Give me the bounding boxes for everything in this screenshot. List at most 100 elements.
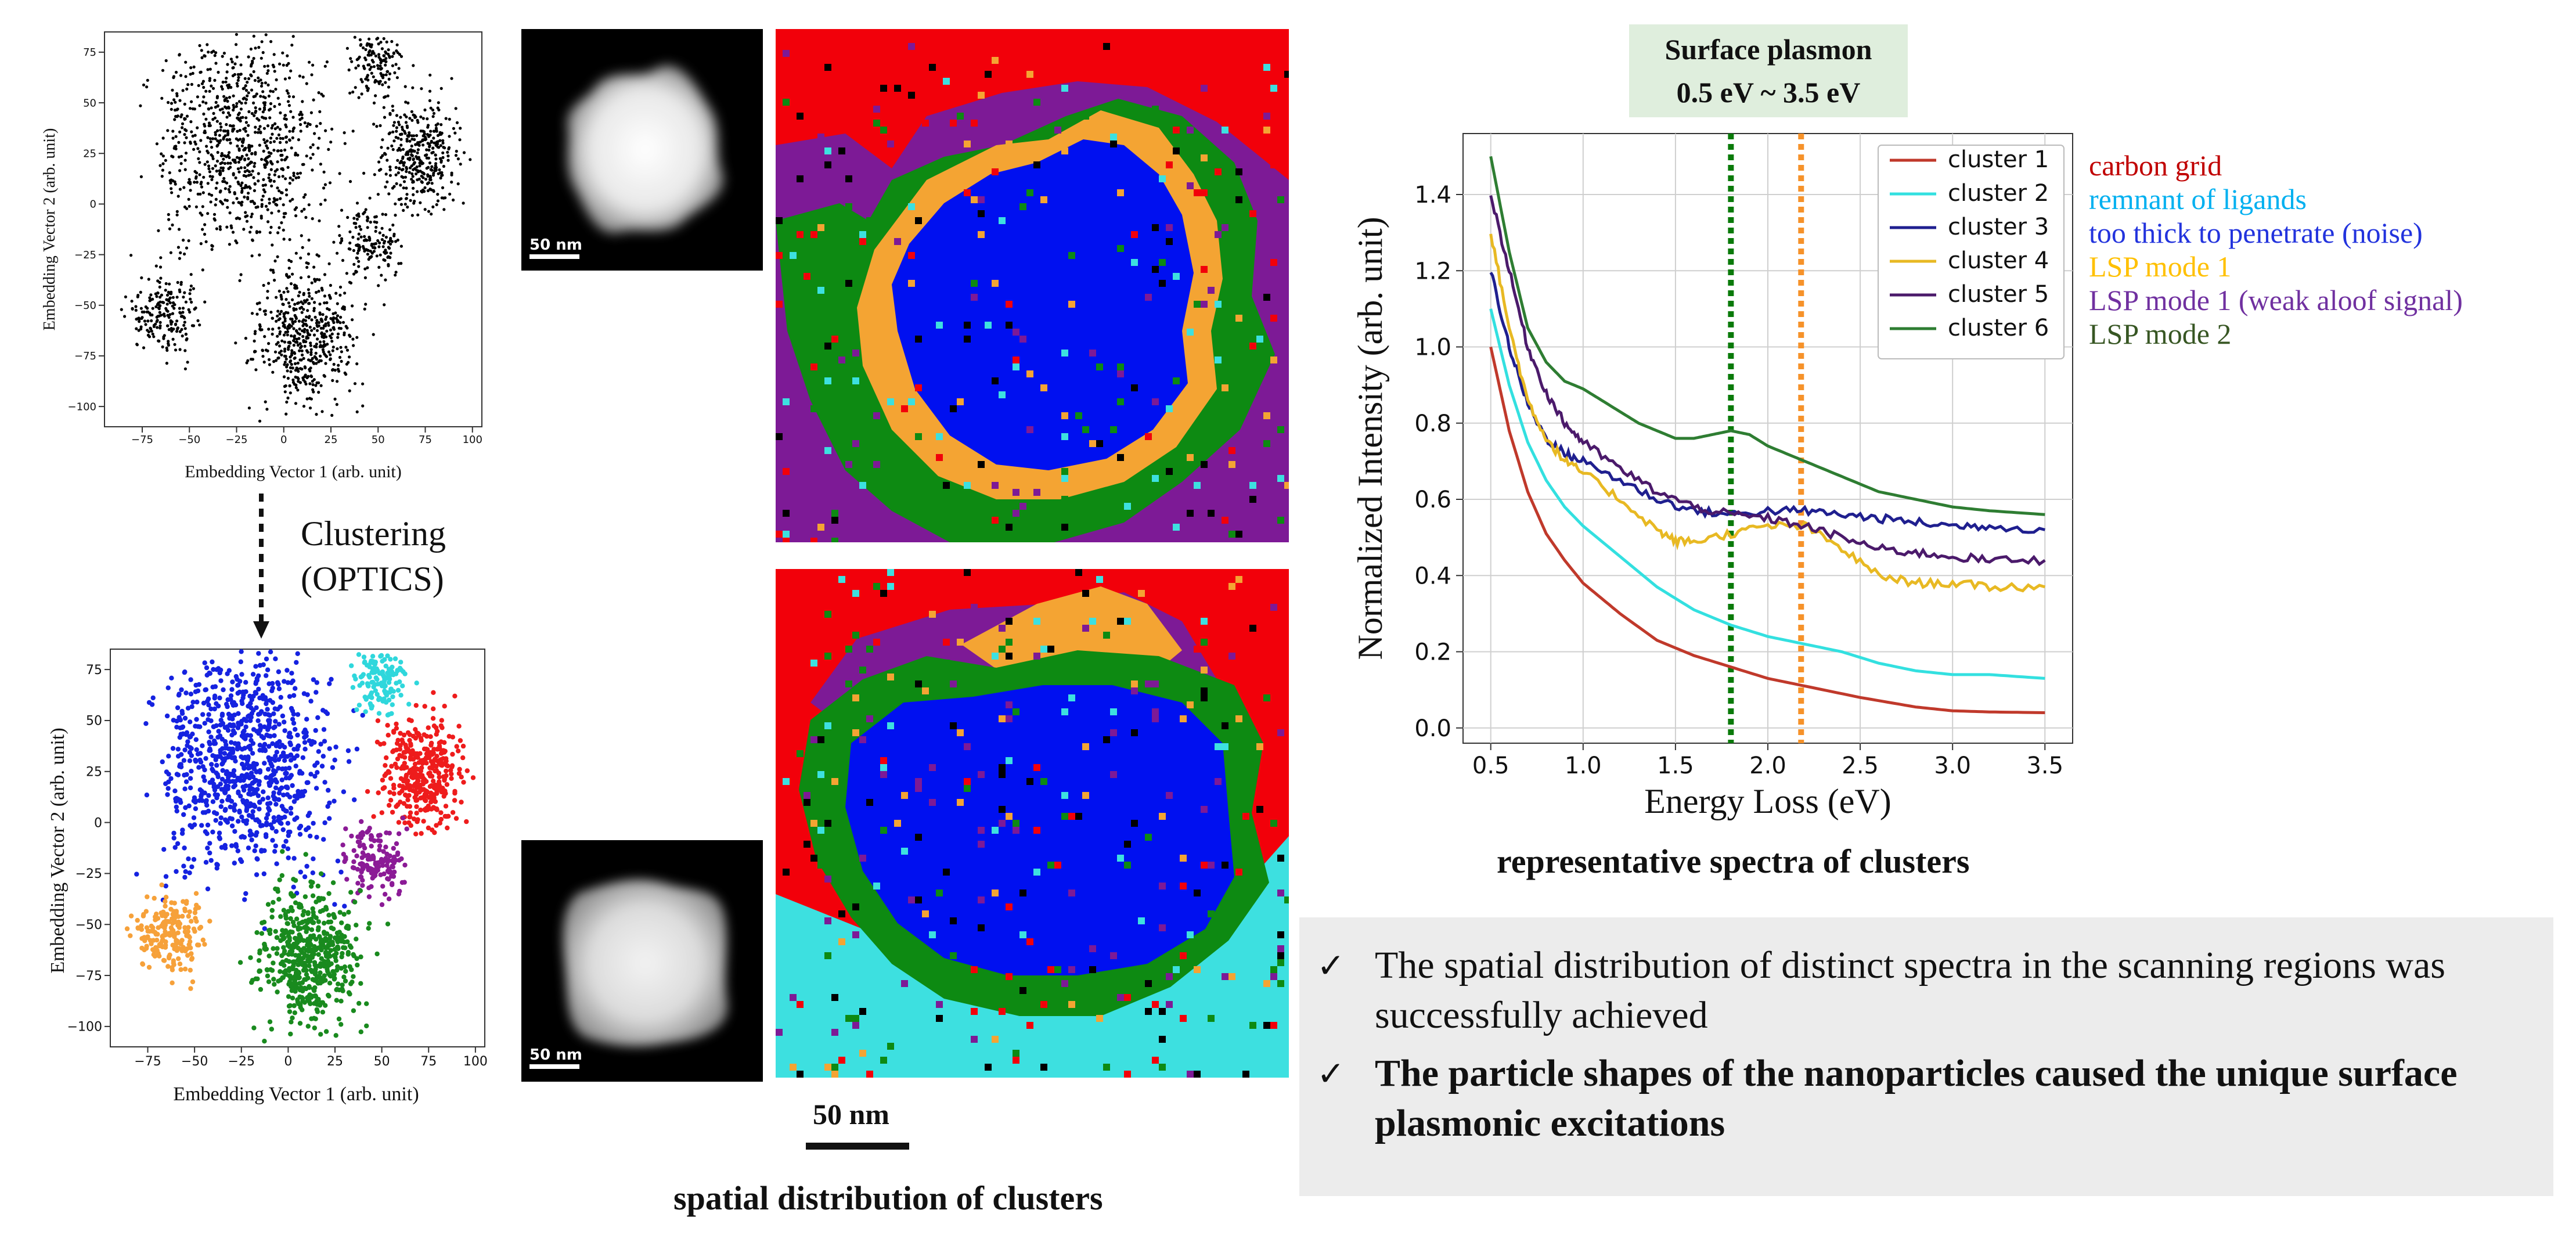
tsne-point <box>379 856 384 862</box>
tsne-point <box>228 211 232 215</box>
tsne-point <box>384 213 388 217</box>
tsne-point <box>174 939 179 944</box>
tsne-point <box>428 178 432 182</box>
tsne-point <box>198 44 201 48</box>
tsne-point <box>231 231 235 234</box>
tsne-point <box>309 397 313 401</box>
map-pixel <box>810 660 817 667</box>
map-pixel <box>797 1071 804 1078</box>
map-pixel <box>1166 161 1173 168</box>
tsne-ytick-label: −50 <box>75 918 102 932</box>
tsne-point <box>392 124 395 127</box>
map-pixel <box>873 412 880 419</box>
tsne-point <box>299 110 302 114</box>
tsne-point <box>336 981 341 986</box>
tsne-point <box>189 189 192 192</box>
tsne-point <box>242 897 247 902</box>
tsne-point <box>206 149 209 153</box>
tsne-point <box>320 286 323 290</box>
tsne-point <box>268 173 271 177</box>
tsne-point <box>269 225 273 229</box>
tsne-point <box>240 154 244 158</box>
tsne-point <box>335 964 340 969</box>
tsne-point <box>282 758 287 763</box>
tsne-point <box>431 723 437 729</box>
tsne-point <box>387 790 392 795</box>
map-pixel <box>1026 938 1033 945</box>
map-pixel <box>1061 468 1068 475</box>
tsne-point <box>354 923 359 928</box>
map-pixel <box>1159 259 1166 266</box>
tsne-point <box>379 67 383 71</box>
tsne-point <box>384 851 390 857</box>
tsne-point <box>327 323 330 327</box>
tsne-point <box>276 669 282 675</box>
tsne-point <box>291 923 297 928</box>
tsne-point <box>144 793 150 798</box>
tsne-point <box>214 203 217 207</box>
tsne-point <box>243 891 248 896</box>
tsne-point <box>290 783 295 788</box>
tsne-point <box>351 90 355 94</box>
tsne-point <box>301 100 304 103</box>
tsne-point <box>169 900 174 905</box>
tsne-point <box>253 679 259 685</box>
tsne-point <box>221 687 226 693</box>
tsne-point <box>165 685 171 690</box>
tsne-point <box>294 402 298 405</box>
tsne-point <box>283 347 287 351</box>
tsne-point <box>192 287 195 290</box>
tsne-point <box>383 54 386 57</box>
tsne-point <box>162 313 165 316</box>
map-pixel <box>783 531 790 538</box>
tsne-point <box>341 789 347 794</box>
tsne-point <box>228 138 232 141</box>
tsne-ytick-label: −75 <box>75 969 102 984</box>
clustering-arrow <box>253 494 269 639</box>
tsne-point <box>177 961 183 967</box>
tsne-point <box>363 267 367 271</box>
tsne-point <box>300 368 304 371</box>
tsne-point <box>434 168 438 172</box>
tsne-point <box>304 366 307 370</box>
tsne-point <box>318 311 322 315</box>
tsne-point <box>165 792 170 797</box>
tsne-point <box>414 804 419 809</box>
tsne-point <box>325 804 330 809</box>
map-pixel <box>1222 517 1228 524</box>
tsne-point <box>445 764 451 769</box>
tsne-point <box>372 123 376 126</box>
tsne-point <box>333 958 338 963</box>
tsne-point <box>320 92 323 96</box>
tsne-point <box>294 153 297 157</box>
tsne-point <box>271 794 276 799</box>
tsne-point <box>270 741 275 746</box>
tsne-point <box>250 813 255 819</box>
tsne-point <box>338 937 344 942</box>
tsne-point <box>194 205 198 208</box>
tsne-point <box>373 242 376 246</box>
tsne-point <box>170 329 174 333</box>
tsne-point <box>392 139 396 143</box>
tsne-point <box>188 967 193 973</box>
tsne-point <box>291 322 295 325</box>
tsne-point <box>189 120 193 124</box>
tsne-point <box>370 255 373 258</box>
tsne-point <box>287 267 291 270</box>
tsne-point <box>295 337 298 341</box>
tsne-point <box>304 716 309 722</box>
tsne-point <box>221 87 224 91</box>
tsne-point <box>171 179 175 182</box>
tsne-point <box>279 197 282 200</box>
tsne-point <box>275 319 278 323</box>
tsne-point <box>190 300 193 304</box>
tsne-point <box>175 747 181 752</box>
tsne-point <box>173 343 176 346</box>
tsne-point <box>438 739 444 744</box>
tsne-point <box>406 206 409 209</box>
tsne-point <box>286 363 289 366</box>
tsne-point <box>369 844 374 849</box>
tsne-point <box>368 68 372 71</box>
tsne-point <box>401 128 405 131</box>
tsne-point <box>398 198 401 201</box>
